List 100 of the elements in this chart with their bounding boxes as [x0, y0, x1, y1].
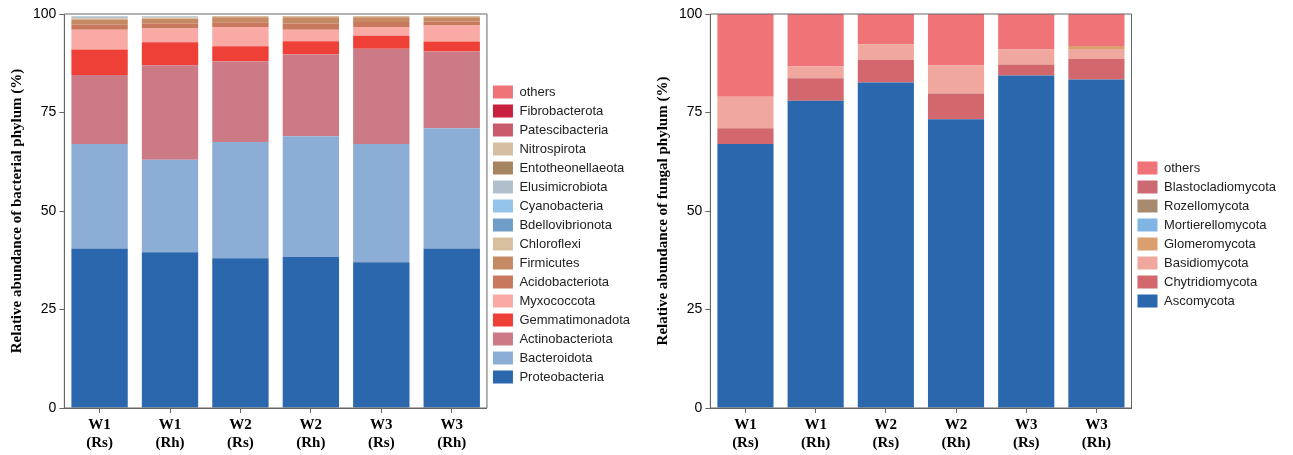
legend-label: Bacteroidota — [519, 349, 594, 365]
y-tick-label: 50 — [40, 201, 57, 218]
bar — [282, 257, 340, 408]
bar — [423, 248, 480, 408]
y-tick-label: 0 — [694, 398, 703, 415]
y-tick-label: 25 — [686, 300, 703, 317]
bar — [71, 24, 128, 30]
legend-label: Acidobacteriota — [519, 273, 610, 289]
bar — [212, 17, 269, 23]
bar — [212, 27, 269, 47]
legend-label: Basidiomycota — [1164, 254, 1250, 270]
bar — [282, 54, 340, 137]
bar — [423, 25, 480, 42]
legend-label: Fibrobacterota — [519, 102, 605, 118]
y-tick-label: 100 — [33, 4, 57, 21]
bar — [141, 252, 199, 408]
bar — [1068, 45, 1125, 50]
legend-label: Cyanobacteria — [519, 197, 605, 213]
legend-label: others — [519, 83, 557, 99]
bar — [353, 48, 410, 145]
legend-label: Chloroflexi — [519, 235, 581, 251]
y-tick-label: 100 — [679, 4, 703, 21]
bar — [71, 49, 128, 76]
bar — [71, 29, 128, 50]
bar — [71, 248, 128, 408]
bar — [282, 136, 340, 258]
bar — [423, 51, 480, 129]
bar — [927, 93, 985, 120]
bar — [141, 18, 199, 24]
x-tick-label: W1 (Rh) — [801, 415, 831, 451]
bar — [927, 119, 985, 408]
bar — [141, 65, 199, 160]
bar — [717, 14, 774, 97]
x-tick-label: W3 (Rs) — [367, 415, 395, 451]
bar — [927, 14, 985, 66]
bar — [353, 27, 410, 36]
x-tick-label: W2 (Rh) — [941, 415, 971, 451]
y-axis-title: Relative abundance of fungal phylum (%) — [653, 76, 671, 346]
bar — [998, 14, 1055, 50]
bar — [353, 144, 410, 263]
bar — [212, 46, 269, 62]
bar — [71, 19, 128, 25]
bar — [141, 28, 199, 43]
legend-label: Glomeromycota — [1164, 235, 1257, 251]
bar — [857, 14, 914, 45]
x-tick-label: W1 (Rh) — [155, 415, 185, 451]
y-tick-label: 0 — [48, 398, 57, 415]
bar — [857, 44, 914, 60]
y-tick-label: 25 — [40, 300, 57, 317]
bar — [423, 21, 480, 26]
legend-label: Nitrospirota — [519, 140, 587, 156]
legend-label: Firmicutes — [519, 254, 580, 270]
x-tick-label: W3 (Rh) — [1081, 415, 1111, 451]
bar — [282, 23, 340, 30]
x-tick-label: W3 (Rs) — [1012, 415, 1040, 451]
y-axis-title: Relative abundance of bacterial phylum (%) — [7, 68, 25, 354]
bar — [927, 65, 985, 94]
bar — [353, 262, 410, 408]
legend-label: Chytridiomycota — [1164, 273, 1258, 289]
bar — [282, 29, 340, 42]
bar — [998, 75, 1055, 408]
bar — [1068, 79, 1125, 408]
bar — [1068, 58, 1125, 80]
bar — [141, 42, 199, 66]
bar — [212, 258, 269, 408]
bar — [71, 75, 128, 145]
legend-label: Ascomycota — [1164, 292, 1236, 308]
bar — [857, 82, 914, 408]
bar — [787, 14, 844, 67]
x-tick-label: W1 (Rs) — [732, 415, 759, 451]
bar — [71, 144, 128, 249]
x-tick-label: W3 (Rh) — [437, 415, 467, 451]
legend-label: Gemmatimonadota — [519, 311, 631, 327]
bar — [212, 142, 269, 259]
bar — [353, 17, 410, 22]
y-tick-label: 50 — [686, 201, 703, 218]
x-tick-label: W2 (Rs) — [227, 415, 254, 451]
bar — [1068, 49, 1125, 59]
bar — [717, 96, 774, 129]
bar — [353, 35, 410, 49]
bar — [282, 41, 340, 55]
legend-label: Mortierellomycota — [1164, 216, 1268, 232]
bar — [787, 100, 844, 408]
bar — [282, 17, 340, 24]
bar — [1068, 14, 1125, 46]
bar — [141, 159, 199, 253]
legend-label: Myxococcota — [519, 292, 597, 308]
bar — [212, 61, 269, 143]
x-tick-label: W1 (Rs) — [86, 415, 113, 451]
legend-label: others — [1164, 159, 1201, 175]
bar — [423, 17, 480, 22]
bar — [717, 128, 774, 145]
bar — [787, 66, 844, 79]
bar — [141, 23, 199, 29]
bar — [353, 21, 410, 27]
bar — [998, 49, 1055, 65]
legend-label: Patescibacteria — [519, 121, 610, 137]
y-tick-label: 75 — [40, 103, 57, 120]
bar — [423, 41, 480, 52]
y-tick-label: 75 — [686, 103, 703, 120]
